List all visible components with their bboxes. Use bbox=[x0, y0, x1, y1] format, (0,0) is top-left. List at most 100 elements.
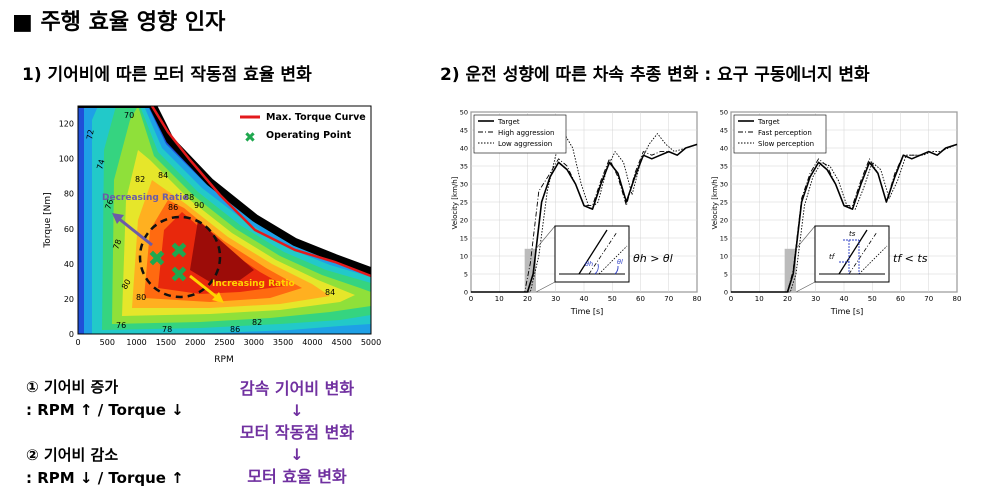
x-tick-label: 40 bbox=[840, 295, 849, 303]
y-tick-label: 50 bbox=[720, 109, 728, 117]
x-tick-label: 30 bbox=[811, 295, 820, 303]
map-y-tick-label: 80 bbox=[64, 190, 74, 199]
zoom-region bbox=[524, 248, 536, 292]
x-tick-label: 80 bbox=[693, 295, 702, 303]
operating-point-marker: ✖ bbox=[170, 239, 188, 264]
y-tick-label: 15 bbox=[460, 235, 468, 243]
y-tick-label: 25 bbox=[720, 199, 728, 207]
contour-label: 72 bbox=[85, 129, 96, 141]
map-x-tick-label: 2500 bbox=[214, 338, 234, 347]
gear-increase-detail: : RPM ↑ / Torque ↓ bbox=[26, 401, 184, 419]
y-tick-label: 40 bbox=[720, 145, 728, 153]
map-x-tick-label: 4500 bbox=[332, 338, 352, 347]
map-y-tick-label: 60 bbox=[64, 225, 74, 234]
page-title: ■ 주행 효율 영향 인자 bbox=[12, 10, 226, 35]
series-line bbox=[471, 133, 698, 293]
y-tick-label: 25 bbox=[460, 199, 468, 207]
contour-label: 84 bbox=[325, 288, 335, 297]
map-x-tick-label: 3500 bbox=[273, 338, 293, 347]
chart-y-axis-label: Velocity [km/h] bbox=[711, 176, 719, 229]
inset-relation-label: θh > θl bbox=[633, 252, 673, 265]
map-x-tick-label: 5000 bbox=[361, 338, 381, 347]
map-x-tick-label: 1000 bbox=[126, 338, 146, 347]
map-x-tick-label: 1500 bbox=[156, 338, 176, 347]
y-tick-label: 10 bbox=[720, 253, 728, 261]
map-x-tick-label: 4000 bbox=[302, 338, 322, 347]
contour-label: 82 bbox=[252, 318, 262, 327]
x-tick-label: 50 bbox=[608, 295, 617, 303]
legend-entry: Fast perception bbox=[758, 129, 812, 137]
operating-point-icon: ✖ bbox=[244, 130, 256, 146]
flow-arrow: ↓ bbox=[290, 445, 304, 464]
velocity-chart-perception: Velocity [km/h] Time [s] 0 10 20 30 40 50 60 70… bbox=[711, 109, 962, 317]
x-tick-label: 0 bbox=[469, 295, 473, 303]
ts-mark: ts bbox=[849, 230, 856, 238]
series-line bbox=[471, 143, 698, 293]
y-tick-label: 0 bbox=[464, 289, 468, 297]
map-y-tick-label: 120 bbox=[59, 120, 74, 129]
series-line bbox=[471, 143, 698, 293]
contour-label: 84 bbox=[158, 171, 168, 180]
contour-label: 76 bbox=[116, 321, 126, 330]
legend-max-torque: Max. Torque Curve bbox=[266, 112, 366, 123]
right-heading: 2) 운전 성향에 따른 차속 추종 변화 : 요구 구동에너지 변화 bbox=[440, 65, 870, 85]
gear-increase-title: ① 기어비 증가 bbox=[26, 378, 119, 396]
y-tick-label: 30 bbox=[720, 181, 728, 189]
inset-relation-label: tf < ts bbox=[893, 252, 928, 265]
angle-symbol: θh bbox=[585, 260, 593, 268]
contour-label: 86 bbox=[168, 203, 178, 212]
y-tick-label: 15 bbox=[720, 235, 728, 243]
contour-label: 80 bbox=[136, 293, 146, 302]
x-tick-label: 40 bbox=[580, 295, 589, 303]
zoom-region bbox=[784, 248, 796, 292]
y-tick-label: 20 bbox=[460, 217, 468, 225]
map-x-tick-label: 500 bbox=[100, 338, 115, 347]
map-y-tick-label: 0 bbox=[69, 330, 74, 339]
decreasing-ratio-label: Decreasing Ratio bbox=[102, 193, 189, 203]
contour-label: 88 bbox=[184, 193, 194, 202]
flow-step: 모터 효율 변화 bbox=[247, 467, 347, 486]
flow-step: 모터 작동점 변화 bbox=[239, 423, 355, 442]
contour-label: 90 bbox=[194, 201, 204, 210]
decreasing-arrow bbox=[117, 216, 153, 247]
left-heading: 1) 기어비에 따른 모터 작동점 효율 변화 bbox=[22, 65, 312, 85]
max-torque-curve bbox=[78, 106, 371, 278]
contour-label: 76 bbox=[103, 198, 115, 211]
y-tick-label: 0 bbox=[724, 289, 728, 297]
x-tick-label: 20 bbox=[523, 295, 532, 303]
operating-region-circle bbox=[138, 215, 222, 299]
legend-entry: Low aggression bbox=[498, 140, 552, 148]
operating-point-marker: ✖ bbox=[170, 263, 188, 288]
chart-y-axis-label: Velocity [km/h] bbox=[451, 176, 459, 229]
y-tick-label: 40 bbox=[460, 145, 468, 153]
y-tick-label: 35 bbox=[460, 163, 468, 171]
effect-flow: 감속 기어비 변화 ↓ 모터 작동점 변화 ↓ 모터 효율 변화 bbox=[222, 378, 372, 488]
series-line bbox=[731, 143, 958, 293]
legend-operating-point: Operating Point bbox=[266, 130, 352, 141]
map-y-tick-label: 40 bbox=[64, 260, 74, 269]
x-tick-label: 10 bbox=[755, 295, 764, 303]
contour-label: 78 bbox=[162, 325, 172, 334]
y-tick-label: 45 bbox=[460, 127, 468, 135]
y-tick-label: 45 bbox=[720, 127, 728, 135]
y-tick-label: 5 bbox=[464, 271, 468, 279]
x-tick-label: 80 bbox=[953, 295, 962, 303]
increasing-arrow bbox=[189, 274, 219, 300]
operating-points: ✖ ✖ ✖ bbox=[148, 239, 188, 288]
map-x-tick-label: 3000 bbox=[244, 338, 264, 347]
increasing-ratio-label: Increasing Ratio bbox=[212, 279, 295, 289]
map-x-axis-label: RPM bbox=[214, 355, 233, 365]
efficiency-map: 72 74 76 78 80 82 84 86 88 90 70 84 76 7… bbox=[43, 105, 381, 365]
map-legend: Max. Torque Curve ✖ Operating Point bbox=[240, 112, 366, 146]
x-tick-label: 30 bbox=[551, 295, 560, 303]
flow-arrow: ↓ bbox=[290, 401, 304, 420]
y-tick-label: 35 bbox=[720, 163, 728, 171]
x-tick-label: 0 bbox=[729, 295, 733, 303]
contour-label: 86 bbox=[230, 325, 240, 334]
x-tick-label: 50 bbox=[868, 295, 877, 303]
series-line bbox=[731, 143, 958, 293]
x-tick-label: 20 bbox=[783, 295, 792, 303]
x-tick-label: 70 bbox=[664, 295, 673, 303]
contour-label: 78 bbox=[111, 238, 123, 251]
y-tick-label: 30 bbox=[460, 181, 468, 189]
